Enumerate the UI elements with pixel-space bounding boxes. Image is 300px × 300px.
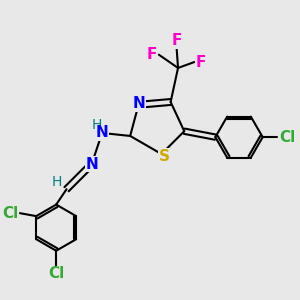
Text: N: N — [85, 157, 98, 172]
Text: S: S — [159, 149, 170, 164]
Text: H: H — [52, 175, 62, 189]
Text: Cl: Cl — [279, 130, 295, 145]
Text: F: F — [171, 33, 182, 48]
Text: N: N — [96, 125, 108, 140]
Text: F: F — [196, 55, 206, 70]
Text: Cl: Cl — [48, 266, 64, 281]
Text: H: H — [92, 118, 102, 132]
Text: F: F — [147, 47, 158, 62]
Text: N: N — [132, 96, 145, 111]
Text: Cl: Cl — [2, 206, 19, 221]
